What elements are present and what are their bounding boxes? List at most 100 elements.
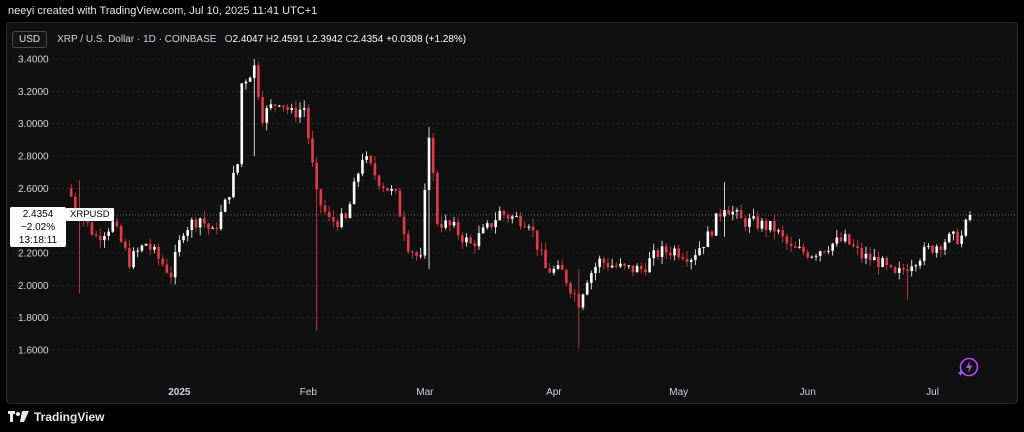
candle [148,238,152,255]
candle [918,258,922,269]
candle [473,240,477,254]
candle-body [219,211,223,229]
candle-body [74,196,77,209]
candle-body [956,231,959,244]
candle [594,262,597,281]
candle [128,240,131,270]
candle-body [203,218,206,224]
candle [614,262,618,269]
y-tick-label: 2.2000 [18,249,49,260]
lightning-bolt-icon[interactable] [958,356,980,378]
candle [831,242,834,256]
candle-body [831,243,834,251]
candle-body [777,230,780,232]
candle [140,244,144,253]
candle-body [265,108,269,123]
candle [664,243,668,260]
candle [257,61,260,101]
candle [423,183,427,259]
candle-body [760,220,764,229]
last-change-percent: −2.02% [20,222,56,233]
candle-body [165,264,169,273]
candle [935,244,939,258]
candle [515,211,518,218]
candle [947,232,951,244]
candle [311,130,314,168]
candle [906,263,909,300]
candle [939,244,943,258]
candle [748,213,751,234]
candle-body [348,204,352,219]
candle [677,244,681,261]
candle-body [764,220,768,230]
candle [639,262,643,274]
candle [619,258,622,269]
candle-body [302,108,306,110]
currency-selector[interactable]: USD [12,30,48,48]
candle-body [902,268,905,270]
candle-body [431,137,435,173]
candle [94,230,98,238]
symbol-description: XRP / U.S. Dollar · 1D · COINBASE [57,33,217,45]
candle [814,253,818,261]
candle [968,211,972,222]
candle [277,104,281,108]
candle-body [552,268,556,273]
candle-body [702,247,705,249]
candle [852,239,855,248]
candle-body [232,172,235,198]
candle [694,249,697,266]
candle [98,228,102,248]
candle-body [498,210,502,221]
candle [956,228,959,245]
candle [198,217,202,236]
candle-body [947,233,951,243]
candle [818,250,822,262]
candle-body [839,237,843,242]
candle [756,210,760,232]
candle-body [481,227,485,234]
candle-body [685,258,689,262]
candle-body [677,248,681,258]
x-tick-label: Apr [546,387,562,398]
candle-body [207,223,210,229]
candle-body [573,293,576,295]
candle [190,217,194,238]
candle-body [897,268,901,273]
y-tick-label: 3.0000 [18,119,49,130]
candle [581,293,585,311]
candle-body [198,218,202,228]
candle-body [90,222,94,235]
candle [240,82,244,168]
candle [223,198,227,213]
footer-brand[interactable]: TradingView [8,408,104,426]
candle-body [535,230,539,250]
low-value: 2.3942 [312,33,343,45]
candle [519,211,522,231]
tradingview-logo-icon [8,411,29,422]
candle [219,204,223,231]
candle [702,246,705,255]
candle-body [506,214,510,219]
candle [835,229,839,247]
candle-body [473,243,477,247]
candle [390,185,393,196]
candle [336,218,339,231]
candle [635,263,639,273]
candle [323,200,327,215]
candle-body [964,219,968,236]
candle [269,99,273,111]
candle-body [922,246,926,261]
candle-body [806,252,810,258]
candle-body [602,258,606,263]
candle-body [872,256,876,261]
chart-frame[interactable] [6,22,1018,404]
candle-body [182,235,185,241]
candle-body [398,190,402,217]
candle [735,207,739,219]
candle-body [706,231,710,248]
candle [498,206,502,221]
candle [461,232,464,249]
candle-body [356,173,360,182]
